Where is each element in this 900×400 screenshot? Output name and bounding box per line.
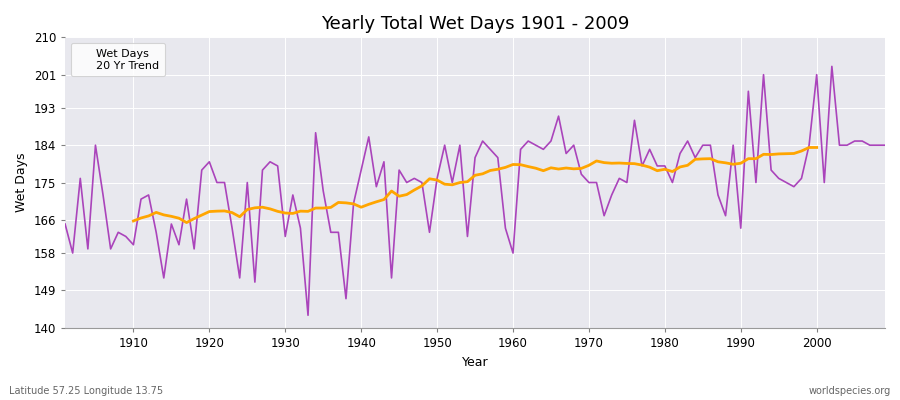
20 Yr Trend [804,145,814,150]
Wet Days [515,147,526,152]
20 Yr Trend [530,166,541,171]
Wet Days [607,192,617,197]
20 Yr Trend [295,209,306,214]
Y-axis label: Wet Days: Wet Days [15,153,28,212]
Wet Days [302,313,313,318]
X-axis label: Year: Year [462,356,489,369]
20 Yr Trend [181,220,192,225]
20 Yr Trend [128,218,139,223]
Wet Days [340,296,351,301]
Wet Days [121,234,131,239]
Wet Days [879,143,890,148]
Text: worldspecies.org: worldspecies.org [809,386,891,396]
Line: Wet Days: Wet Days [65,66,885,315]
Line: 20 Yr Trend: 20 Yr Trend [133,148,816,222]
20 Yr Trend [219,208,230,213]
Wet Days [508,251,518,256]
20 Yr Trend [796,148,807,153]
Wet Days [59,222,70,226]
20 Yr Trend [811,145,822,150]
Wet Days [826,64,837,69]
Text: Latitude 57.25 Longitude 13.75: Latitude 57.25 Longitude 13.75 [9,386,163,396]
20 Yr Trend [713,159,724,164]
20 Yr Trend [310,206,321,210]
Title: Yearly Total Wet Days 1901 - 2009: Yearly Total Wet Days 1901 - 2009 [321,15,629,33]
Legend: Wet Days, 20 Yr Trend: Wet Days, 20 Yr Trend [70,43,165,76]
Wet Days [287,192,298,197]
